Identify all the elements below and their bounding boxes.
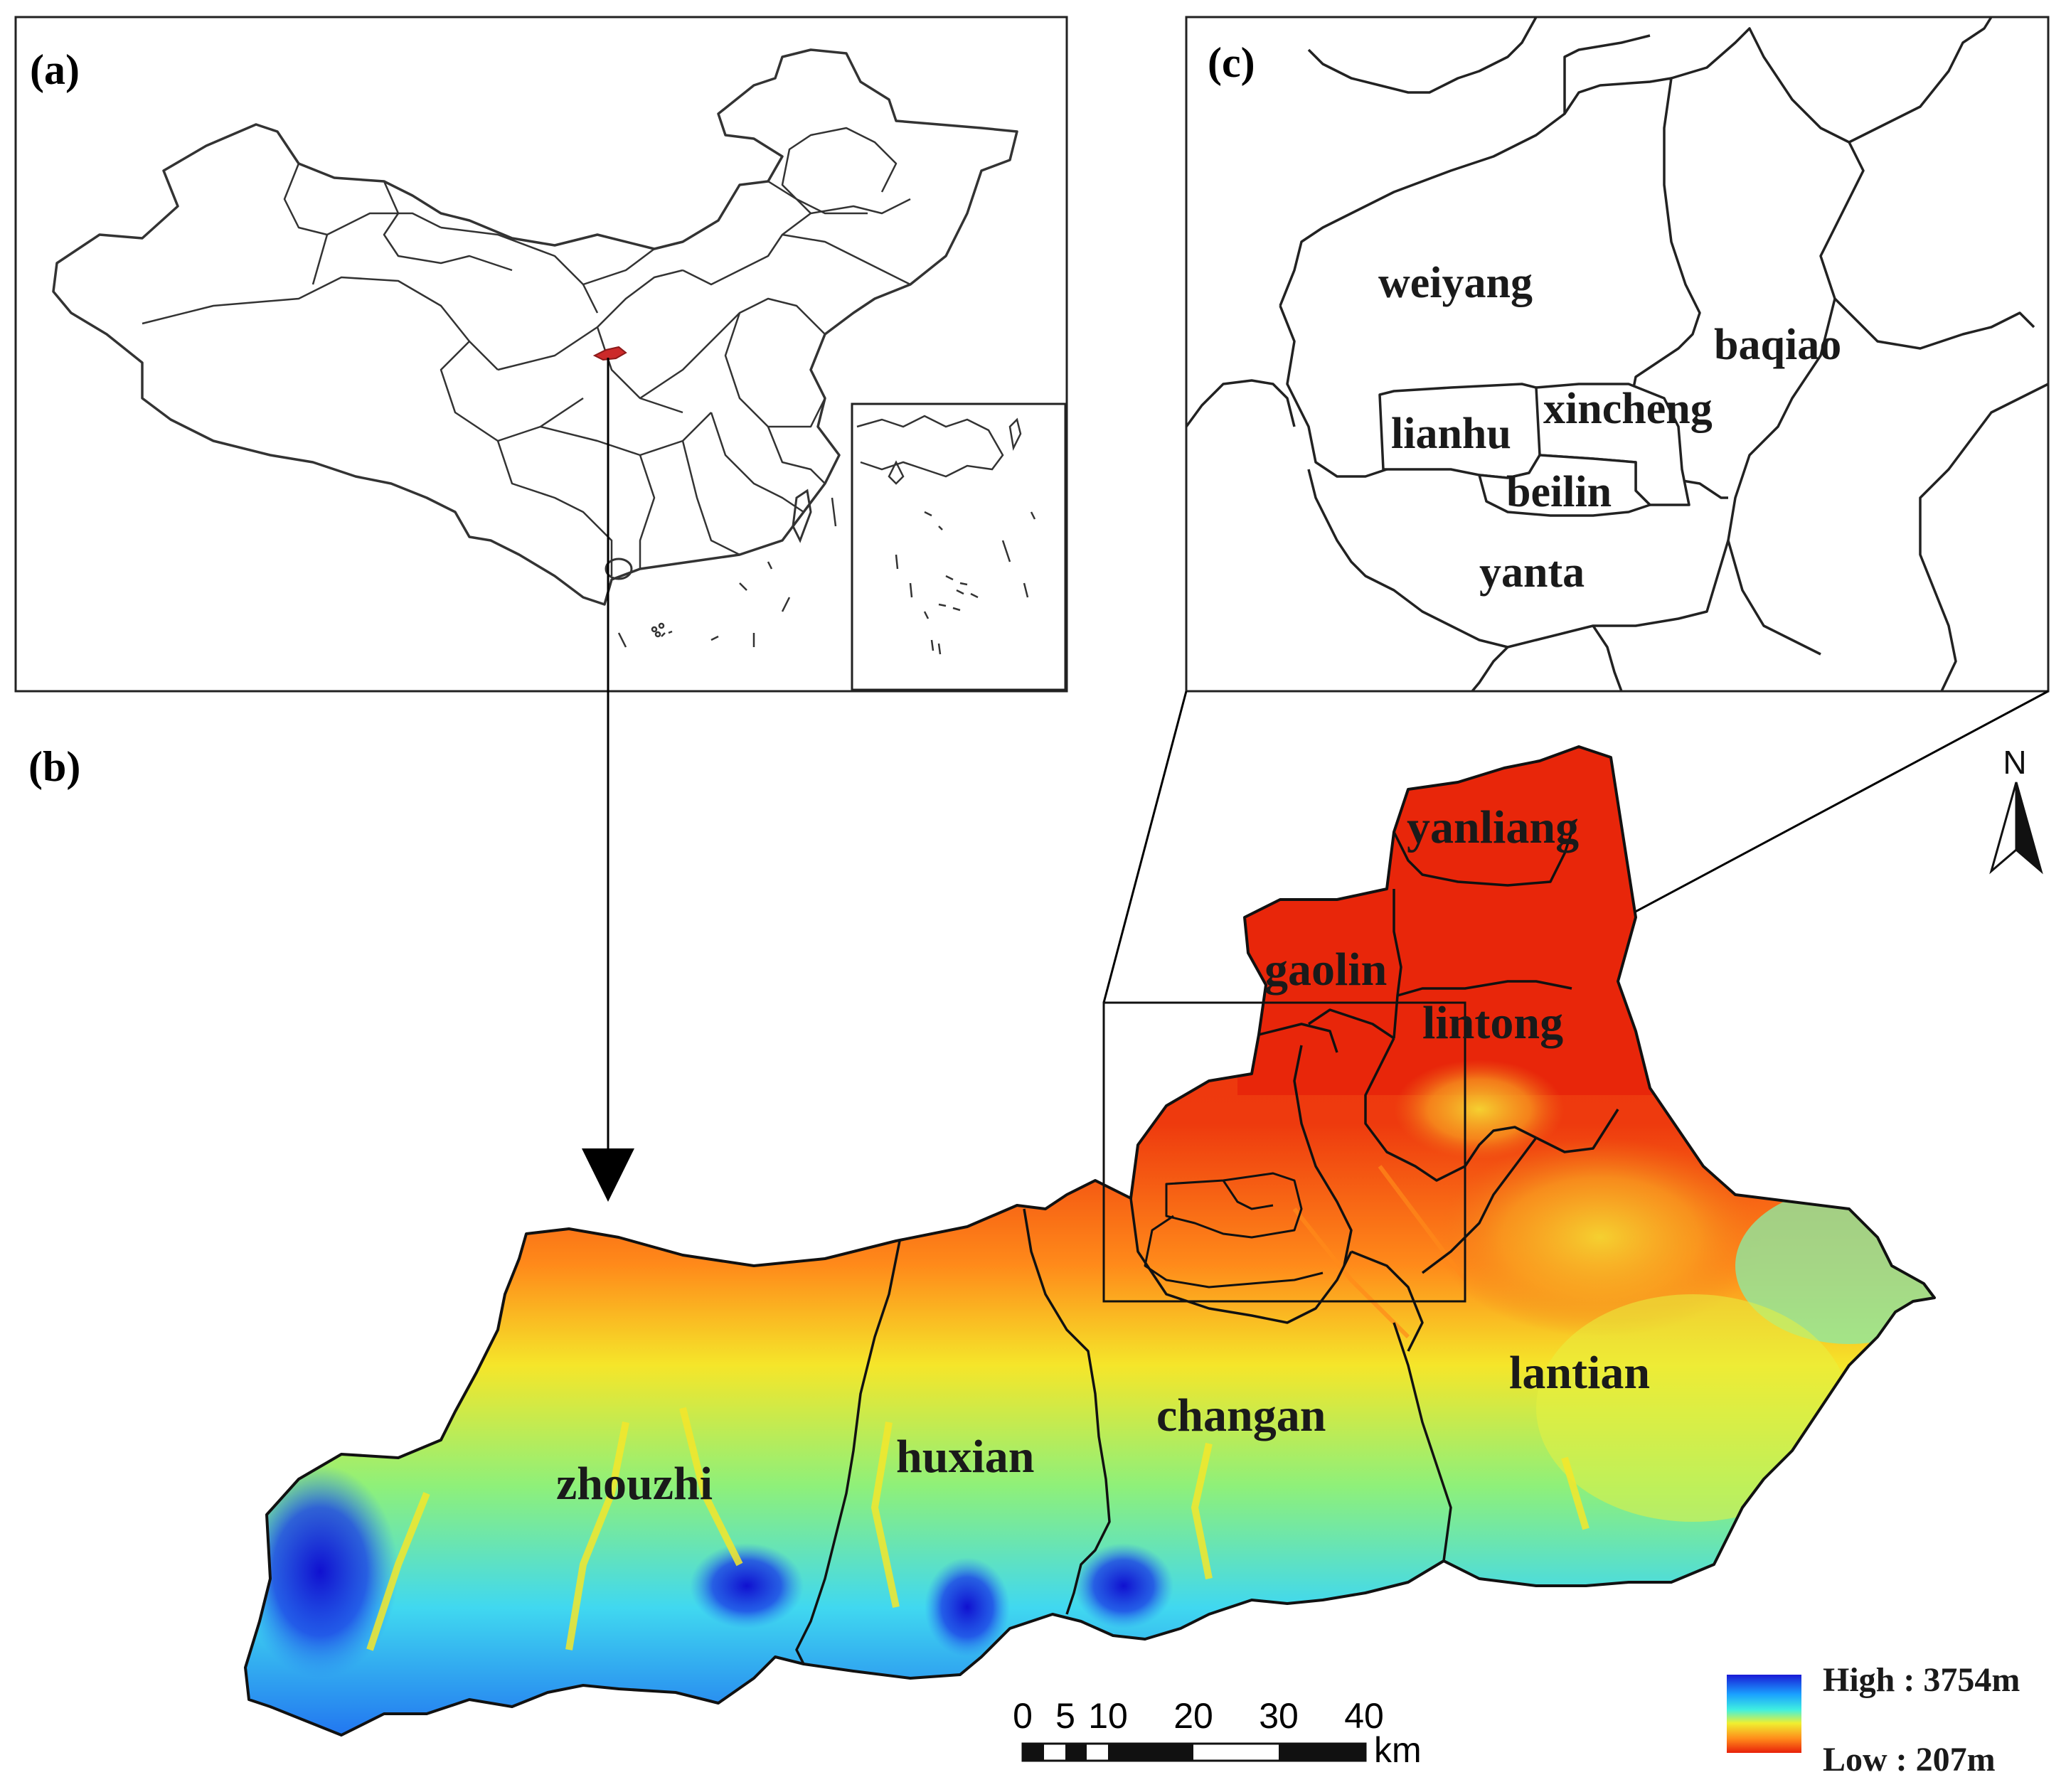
elevation-raster: [245, 747, 1934, 1735]
scale-tick-0: 0: [1013, 1696, 1033, 1736]
label-xincheng: xincheng: [1543, 385, 1713, 433]
label-gaolin: gaolin: [1264, 944, 1387, 996]
district-boundaries: [795, 831, 1619, 1665]
label-yanta: yanta: [1479, 548, 1585, 597]
xian-outer-boundary: [244, 745, 1936, 1737]
urban-core-boundaries: [1144, 1172, 1324, 1289]
label-changan: changan: [1156, 1390, 1326, 1441]
label-baqiao: baqiao: [1714, 321, 1841, 369]
beilin-district: [1478, 454, 1651, 517]
zoom-extent-box: [1102, 1001, 1466, 1303]
south-china-sea-inset: [851, 402, 1067, 691]
hainan-island: [605, 558, 633, 580]
label-zhouzhi: zhouzhi: [556, 1458, 713, 1510]
label-huxian: huxian: [896, 1431, 1034, 1483]
scale-unit: km: [1374, 1730, 1422, 1770]
baqiao-boundary: [1671, 27, 2035, 350]
pointer-arrow-a-to-b: [582, 358, 634, 1202]
label-lianhu: lianhu: [1391, 410, 1511, 458]
panel-c-urban-districts: weiyang baqiao xincheng lianhu beilin ya…: [1185, 16, 2050, 693]
label-yanliang: yanliang: [1407, 801, 1579, 853]
china-outline: [52, 48, 1018, 606]
scale-bar: 0 5 10 20 30 40 km: [1013, 1696, 1422, 1770]
inset-frame: [851, 402, 1067, 691]
scale-tick-5: 5: [1055, 1696, 1075, 1736]
label-beilin: beilin: [1506, 468, 1612, 516]
scale-tick-10: 10: [1088, 1696, 1128, 1736]
panel-b-label: (b): [28, 743, 80, 790]
scale-tick-30: 30: [1259, 1696, 1299, 1736]
elevation-legend: High : 3754m Low : 207m: [1727, 1661, 2020, 1778]
taiwan-island: [792, 489, 812, 543]
panel-a-china-map: (a): [14, 16, 1068, 693]
legend-color-ramp: [1727, 1675, 1801, 1753]
scale-tick-20: 20: [1173, 1696, 1213, 1736]
north-label: N: [2003, 744, 2026, 781]
label-lantian: lantian: [1509, 1347, 1650, 1399]
label-weiyang: weiyang: [1378, 259, 1533, 307]
panel-c-frame: [1185, 16, 2050, 693]
panel-b-elevation-map: (b): [28, 743, 2043, 1778]
scale-tick-40: 40: [1344, 1696, 1384, 1736]
south-china-sea-islands: [617, 497, 837, 648]
legend-low: Low : 207m: [1823, 1741, 1996, 1778]
label-lintong: lintong: [1422, 997, 1563, 1049]
panel-c-label: (c): [1208, 39, 1255, 86]
panel-a-label: (a): [30, 46, 80, 93]
china-province-boundaries: [142, 127, 911, 576]
legend-high: High : 3754m: [1823, 1661, 2020, 1699]
xian-highlight-region: [592, 346, 627, 361]
north-arrow-icon: N: [1989, 744, 2043, 875]
